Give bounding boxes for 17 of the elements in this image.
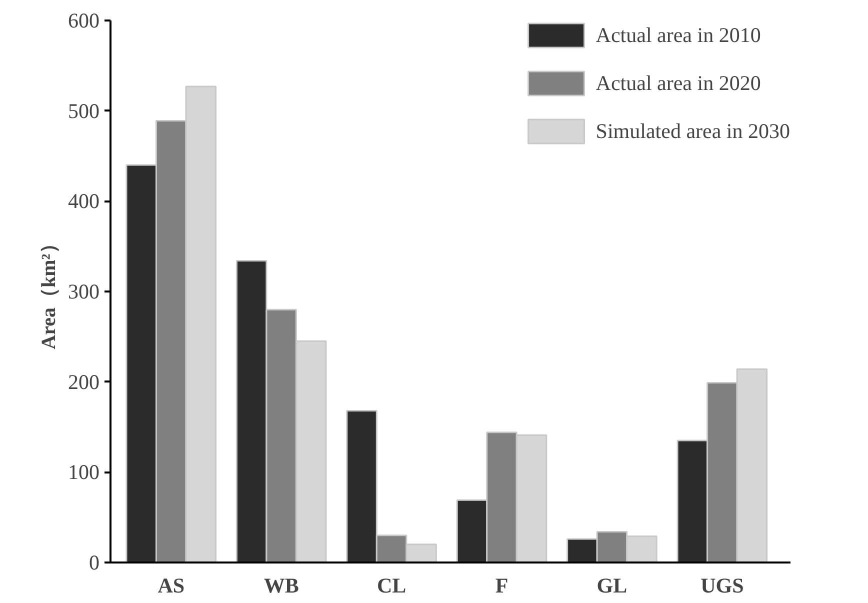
y-tick-label: 200 (68, 370, 100, 394)
y-axis-title: Area（km²） (38, 234, 60, 350)
legend-label: Actual area in 2010 (596, 22, 761, 48)
y-tick-label: 500 (68, 98, 100, 123)
x-tick-label: F (495, 574, 508, 598)
x-tick-label: WB (264, 574, 299, 598)
x-tick-label: CL (376, 574, 406, 598)
y-tick-label: 300 (68, 280, 100, 304)
legend-label: Simulated area in 2030 (596, 118, 790, 144)
x-tick-label: AS (158, 574, 185, 598)
y-tick-label: 600 (68, 8, 100, 32)
y-tick-label: 0 (89, 550, 100, 574)
x-tick-label: GL (596, 574, 628, 598)
legend-label: Actual area in 2020 (596, 70, 761, 96)
y-tick-label: 100 (68, 460, 100, 484)
x-tick-label: UGS (700, 574, 744, 598)
y-tick-label: 400 (68, 189, 100, 214)
